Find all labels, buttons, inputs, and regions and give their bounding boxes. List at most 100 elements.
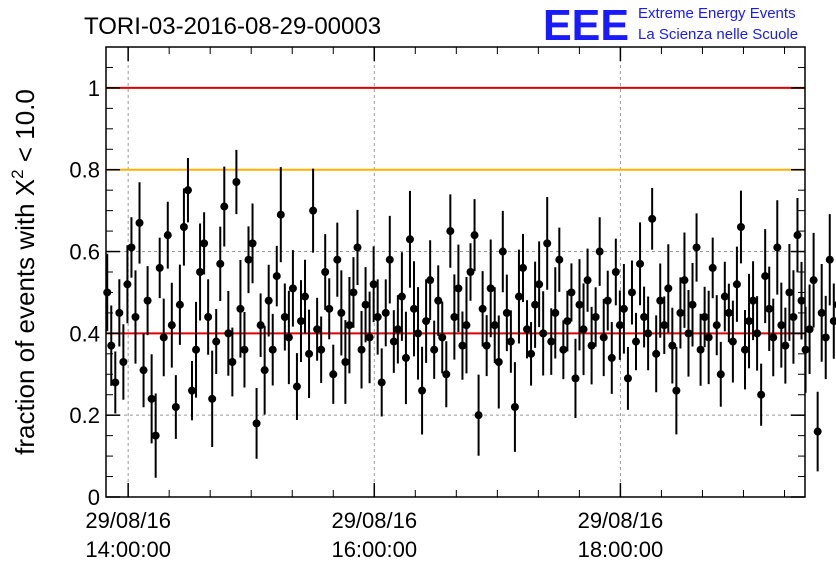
data-point (305, 349, 314, 358)
data-point (478, 304, 487, 313)
data-point (438, 333, 447, 342)
logo-mark: EEE (543, 1, 629, 50)
data-point (171, 403, 180, 411)
data-point (680, 276, 689, 285)
plot-frame (105, 46, 806, 498)
data-point (506, 337, 515, 346)
data-point (175, 300, 184, 309)
data-point (482, 341, 491, 350)
data-point (474, 411, 483, 420)
data-point (337, 308, 346, 317)
data-point (736, 223, 745, 231)
data-point (284, 333, 293, 342)
data-point (773, 243, 782, 252)
data-point (648, 214, 657, 223)
data-point (498, 247, 507, 256)
data-point (228, 358, 237, 366)
data-point (559, 345, 568, 354)
axes: 0 0.2 0.4 0.6 0.8 1 29/08/16 14:00:00 29/08/16 16… (69, 47, 805, 562)
data-point (187, 386, 196, 395)
data-point (777, 321, 786, 330)
y-axis-label-suffix: < 10.0 (10, 89, 40, 169)
data-point (551, 308, 560, 317)
data-point (571, 374, 580, 383)
data-point (672, 386, 681, 395)
data-point (627, 288, 636, 297)
data-point (785, 288, 794, 297)
data-point (527, 349, 536, 358)
data-point (676, 308, 685, 317)
data-point (163, 231, 172, 240)
data-point (434, 296, 443, 305)
y-axis-label-prefix: fraction of events with (10, 196, 40, 455)
data-point (458, 341, 467, 350)
data-point (204, 313, 213, 321)
data-point (470, 231, 479, 240)
data-point (789, 313, 798, 321)
data-point (329, 370, 338, 379)
data-point (712, 321, 721, 330)
data-point (745, 317, 754, 326)
reference-lines (106, 86, 805, 335)
data-point (523, 325, 532, 334)
data-point (716, 370, 725, 379)
data-point (825, 255, 834, 264)
x-tick-label-date: 29/08/16 (331, 508, 417, 533)
data-point (236, 304, 245, 313)
data-point (761, 272, 770, 281)
data-point (292, 382, 301, 391)
data-point (757, 390, 766, 399)
data-point (765, 304, 774, 313)
data-point (583, 276, 592, 285)
chart-title: TORI-03-2016-08-29-00003 (84, 13, 381, 40)
data-point (389, 337, 398, 346)
data-point (393, 325, 402, 334)
y-tick-label: 0 (88, 485, 100, 510)
data-point (805, 325, 814, 334)
data-point (401, 353, 410, 362)
data-point (696, 345, 705, 354)
data-point (817, 308, 826, 317)
y-tick-label: 0.4 (69, 321, 100, 346)
data-point (240, 345, 249, 354)
data-point (510, 403, 519, 411)
data-point (224, 329, 233, 338)
data-point (490, 321, 499, 330)
data-point (797, 296, 806, 305)
data-point (115, 308, 124, 317)
data-point (155, 263, 164, 272)
data-point (264, 296, 273, 305)
data-point (183, 186, 192, 195)
data-point (430, 345, 439, 354)
eee-logo: EEE Extreme Energy Events La Scienza nel… (543, 1, 798, 50)
data-point (410, 304, 419, 313)
x-tick-label-time: 18:00:00 (578, 537, 664, 562)
data-point (660, 321, 669, 330)
data-point (781, 341, 790, 350)
data-point (720, 292, 729, 301)
data-point (486, 284, 495, 293)
data-point (309, 206, 318, 215)
data-point (151, 431, 160, 440)
data-point (179, 223, 188, 231)
data-point (829, 317, 836, 326)
data-point (220, 202, 229, 211)
data-point (587, 341, 596, 350)
data-point (296, 317, 305, 326)
data-point (252, 419, 261, 428)
data-point (579, 325, 588, 334)
data-point (749, 296, 758, 305)
data-point (700, 313, 709, 321)
data-point (732, 280, 741, 289)
y-tick-label: 0.8 (69, 158, 100, 183)
data-point (466, 268, 475, 276)
data-point (200, 239, 209, 248)
data-point (619, 304, 628, 313)
data-point (611, 268, 620, 276)
data-point (636, 259, 645, 268)
data-point (377, 378, 386, 387)
data-point (753, 329, 762, 338)
data-point (595, 247, 604, 256)
data-point (567, 288, 576, 297)
data-point (652, 349, 661, 358)
